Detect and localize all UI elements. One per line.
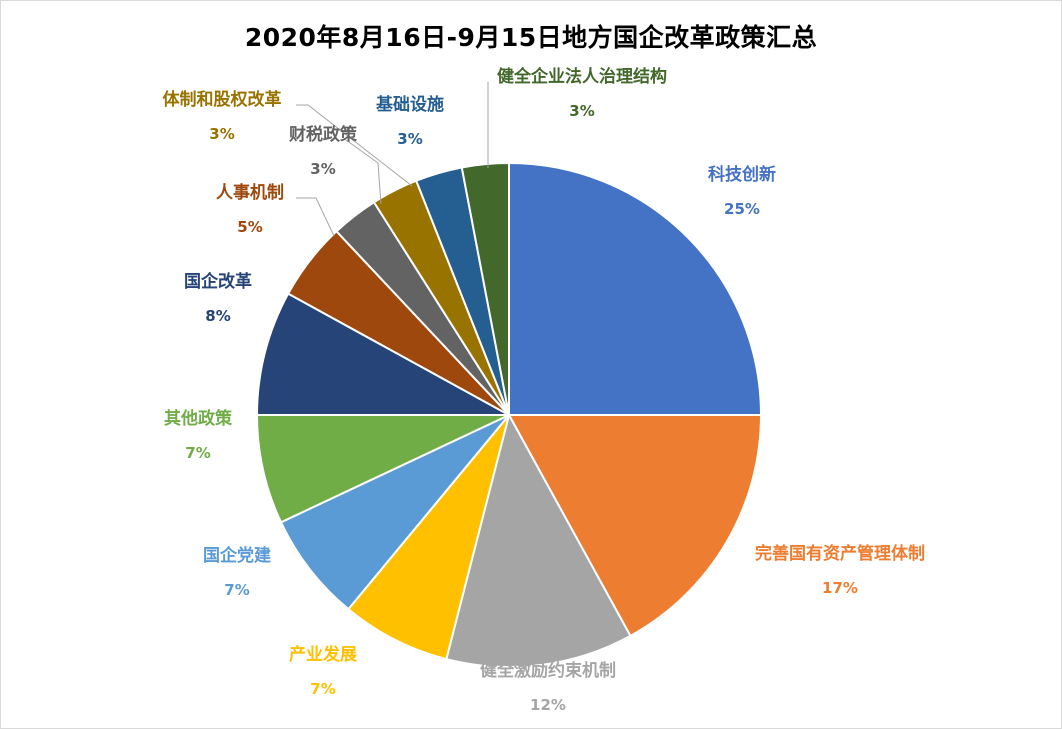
data-label-percent-6: 7% <box>185 444 210 462</box>
data-label-category-8: 人事机制 <box>216 182 284 203</box>
data-label-percent-11: 3% <box>397 130 422 148</box>
data-label-percent-1: 25% <box>724 200 760 218</box>
pie-slice-12 <box>460 161 510 416</box>
data-label-category-4: 产业发展 <box>289 644 357 665</box>
data-label-category-1: 科技创新 <box>708 164 776 185</box>
data-label-category-2: 完善国有资产管理体制 <box>755 543 925 564</box>
data-label-percent-7: 8% <box>205 307 230 325</box>
pie-slice-6 <box>255 414 510 524</box>
pie-slice-2 <box>507 414 763 638</box>
pie-slice-3 <box>445 412 632 668</box>
data-label-category-3: 健全激励约束机制 <box>480 660 616 681</box>
data-label-percent-12: 3% <box>569 102 594 120</box>
data-label-category-11: 基础设施 <box>375 94 444 115</box>
pie-slices <box>255 161 763 668</box>
chart-title: 2020年8月16日-9月15日地方国企改革政策汇总 <box>244 23 818 52</box>
pie-slice-7 <box>255 292 510 416</box>
pie-slice-5 <box>279 414 510 611</box>
data-label-category-7: 国企改革 <box>184 271 252 292</box>
data-label-percent-8: 5% <box>237 218 262 236</box>
data-label-category-12: 健全企业法人治理结构 <box>497 66 667 87</box>
data-label-category-9: 财税政策 <box>288 124 358 145</box>
data-label-percent-4: 7% <box>310 680 335 698</box>
pie-slice-1 <box>508 161 763 416</box>
leader-line-10 <box>296 104 413 187</box>
data-label-percent-2: 17% <box>822 579 858 597</box>
leader-lines <box>296 82 489 237</box>
data-label-percent-10: 3% <box>209 125 234 143</box>
pie-slice-4 <box>346 414 510 661</box>
data-label-category-5: 国企党建 <box>203 545 271 566</box>
data-label-percent-9: 3% <box>310 160 335 178</box>
data-label-percent-5: 7% <box>224 581 249 599</box>
leader-line-9 <box>345 139 382 205</box>
data-label-category-10: 体制和股权改革 <box>163 89 282 110</box>
data-label-percent-3: 12% <box>530 696 566 714</box>
data-label-category-6: 其他政策 <box>164 408 233 429</box>
leader-line-8 <box>296 197 335 237</box>
data-labels: 科技创新 25% 完善国有资产管理体制 17% 健全激励约束机制 12% 产业发展 7% 国企党… <box>163 66 926 714</box>
